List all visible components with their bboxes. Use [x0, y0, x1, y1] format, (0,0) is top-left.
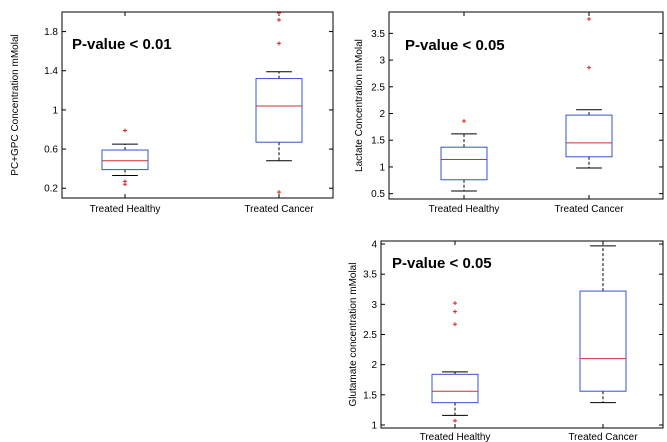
outlier-point [453, 309, 457, 314]
y-tick-label: 3 [379, 56, 385, 67]
y-axis-label: PC+GPC Concentration mMolal [10, 34, 21, 175]
interquartile-box [431, 373, 479, 404]
outlier-point [453, 322, 457, 327]
x-category-label: Treated Healthy [429, 204, 500, 215]
interquartile-box [579, 290, 627, 392]
box-treated-healthy [431, 301, 479, 423]
y-tick-label: 4 [371, 240, 377, 251]
y-tick-label: 0.5 [371, 189, 385, 200]
y-tick-label: 2 [371, 360, 377, 371]
box-treated-cancer [255, 10, 303, 195]
x-category-label: Treated Healthy [90, 204, 161, 215]
y-tick-label: 1.4 [44, 66, 58, 77]
y-tick-label: 0.6 [44, 145, 58, 156]
box-treated-healthy [101, 128, 149, 187]
y-axis-label: Glutamate concentration mMolal [348, 263, 359, 407]
y-tick-label: 0.2 [44, 184, 58, 195]
p-value-annotation: P-value < 0.01 [72, 36, 172, 53]
boxplot-panel-1: 0.2 0.6 1 1.4 1.8 PC+GPC Concentration mMolal… [10, 10, 334, 215]
outlier-point [453, 301, 457, 306]
boxplot-panel-2: 0.5 1 1.5 2 2.5 3 3.5 Lactate Concentration mMo… [354, 11, 664, 215]
y-tick-label: 1.5 [371, 136, 385, 147]
y-tick-label: 1.8 [44, 27, 58, 38]
y-tick-label: 3.5 [363, 270, 377, 281]
y-tick-label: 3.5 [371, 29, 385, 40]
box-treated-cancer [565, 16, 613, 169]
p-value-annotation: P-value < 0.05 [392, 255, 492, 272]
outlier-point [587, 16, 591, 21]
outlier-point [277, 10, 281, 15]
p-value-annotation: P-value < 0.05 [405, 37, 505, 54]
interquartile-box [255, 78, 303, 143]
y-tick-label: 1 [52, 105, 58, 116]
box-treated-healthy [440, 118, 488, 192]
outlier-point [277, 41, 281, 46]
y-tick-label: 2.5 [363, 330, 377, 341]
plot-frame [388, 11, 664, 200]
outlier-point [277, 190, 281, 195]
interquartile-box [101, 149, 149, 171]
outlier-point [277, 17, 281, 22]
y-tick-label: 1.5 [363, 390, 377, 401]
interquartile-box [440, 146, 488, 181]
interquartile-box [565, 114, 613, 158]
plot-frame [61, 11, 334, 199]
x-category-label: Treated Cancer [554, 204, 624, 215]
x-category-label: Treated Cancer [244, 204, 314, 215]
outlier-point [123, 182, 127, 187]
outlier-point [453, 418, 457, 423]
outlier-point [462, 118, 466, 123]
y-tick-label: 2.5 [371, 82, 385, 93]
y-tick-label: 2 [379, 109, 385, 120]
y-axis-label: Lactate Concentration mMolal [354, 39, 365, 172]
box-treated-cancer [579, 245, 627, 404]
y-tick-label: 1 [371, 420, 377, 431]
boxplot-panel-3: 1 1.5 2 2.5 3 3.5 4 Glutamate concentration mMo… [348, 240, 664, 442]
y-tick-label: 3 [371, 300, 377, 311]
x-category-label: Treated Healthy [420, 432, 491, 442]
x-category-label: Treated Cancer [568, 432, 638, 442]
outlier-point [587, 65, 591, 70]
y-tick-label: 1 [379, 162, 385, 173]
outlier-point [123, 128, 127, 133]
